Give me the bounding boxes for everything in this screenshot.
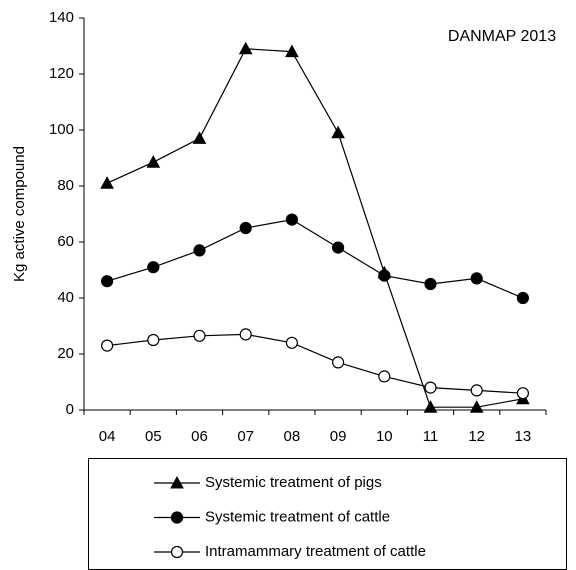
x-tick-label: 13 [515,428,532,445]
x-tick-label: 10 [376,428,393,445]
marker [147,261,160,274]
x-tick-label: 04 [99,428,116,445]
marker [170,545,184,559]
marker [469,400,484,413]
marker [193,244,206,257]
marker [100,176,114,189]
marker [516,291,530,305]
series-line [107,333,523,394]
x-tick-label: 05 [145,428,162,445]
y-tick-label: 60 [57,233,74,250]
x-tick-label: 12 [468,428,485,445]
marker [285,213,298,226]
legend-label: Systemic treatment of cattle [205,508,390,525]
marker [192,131,207,144]
y-tick-label: 120 [49,65,74,82]
x-tick-label: 08 [284,428,301,445]
marker [470,272,483,285]
marker [147,333,160,347]
marker [424,381,437,394]
marker [332,356,345,369]
y-axis-label: Kg active compound [11,146,28,282]
marker [285,44,299,58]
x-tick-label: 06 [191,428,208,445]
marker [239,221,252,235]
marker [378,269,391,282]
x-tick-label: 11 [423,428,439,445]
y-tick-label: 20 [57,345,74,362]
marker [100,275,114,288]
marker [378,370,391,383]
y-tick-label: 100 [49,121,74,138]
legend-label: Systemic treatment of pigs [205,474,382,491]
marker [146,155,161,168]
marker [470,384,483,397]
legend-box [88,458,567,570]
marker [516,387,530,400]
y-tick-label: 40 [57,289,74,306]
marker [424,277,437,291]
y-tick-label: 140 [49,9,74,26]
x-tick-label: 07 [237,428,254,445]
marker [331,125,345,139]
legend-label: Intramammary treatment of cattle [205,543,426,560]
marker [193,329,206,342]
marker [239,328,252,341]
marker [170,475,184,489]
y-tick-label: 0 [66,401,74,418]
series-line [106,218,524,299]
marker [332,241,345,254]
marker [170,511,184,524]
marker [238,41,253,55]
marker [100,339,114,352]
y-tick-label: 80 [57,177,74,194]
marker [285,336,298,349]
annotation: DANMAP 2013 [448,28,556,45]
series-line [106,48,524,408]
marker [423,400,438,413]
x-tick-label: 09 [330,428,347,445]
